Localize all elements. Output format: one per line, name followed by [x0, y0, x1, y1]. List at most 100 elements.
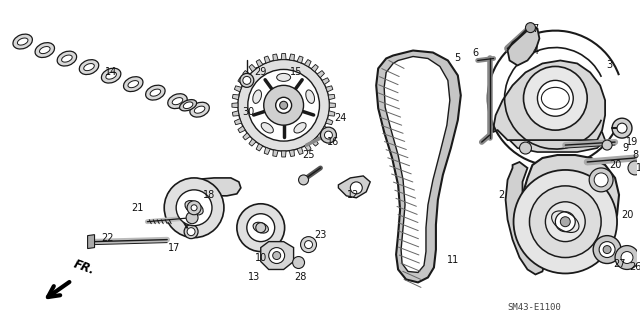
Circle shape	[589, 168, 613, 192]
Polygon shape	[249, 64, 256, 72]
Polygon shape	[330, 103, 335, 108]
Text: FR.: FR.	[72, 258, 97, 278]
Polygon shape	[289, 150, 294, 157]
Circle shape	[301, 237, 317, 253]
Circle shape	[556, 212, 575, 232]
Text: 1: 1	[636, 163, 640, 173]
Circle shape	[187, 228, 195, 236]
Polygon shape	[88, 235, 95, 249]
Polygon shape	[169, 178, 241, 208]
Text: 20: 20	[609, 160, 621, 170]
Circle shape	[617, 123, 627, 133]
Text: 19: 19	[626, 137, 638, 147]
Text: 6: 6	[473, 48, 479, 57]
Polygon shape	[339, 176, 370, 198]
Circle shape	[513, 170, 617, 273]
Text: 14: 14	[106, 67, 118, 78]
Polygon shape	[238, 126, 245, 133]
Ellipse shape	[146, 85, 165, 100]
Polygon shape	[311, 139, 318, 146]
Polygon shape	[232, 103, 238, 108]
Ellipse shape	[84, 63, 94, 70]
Circle shape	[164, 178, 224, 238]
Text: 30: 30	[243, 107, 255, 117]
Polygon shape	[249, 139, 256, 146]
Text: 26: 26	[628, 263, 640, 272]
Text: 17: 17	[168, 242, 180, 253]
Text: 3: 3	[606, 60, 612, 70]
Circle shape	[593, 236, 621, 263]
Circle shape	[243, 76, 251, 84]
Circle shape	[264, 85, 303, 125]
Polygon shape	[234, 119, 241, 125]
Text: 8: 8	[632, 150, 638, 160]
Text: 24: 24	[334, 113, 346, 123]
Polygon shape	[243, 133, 250, 140]
Ellipse shape	[294, 122, 306, 133]
Polygon shape	[234, 86, 241, 92]
Ellipse shape	[35, 43, 54, 57]
Text: 15: 15	[291, 67, 303, 78]
Circle shape	[525, 23, 536, 33]
Polygon shape	[317, 70, 324, 78]
Circle shape	[256, 223, 266, 233]
Ellipse shape	[253, 90, 262, 103]
Ellipse shape	[124, 77, 143, 92]
Circle shape	[292, 256, 305, 269]
Circle shape	[299, 175, 308, 185]
Text: 28: 28	[294, 272, 307, 282]
Circle shape	[545, 202, 585, 241]
Text: 16: 16	[327, 137, 340, 147]
Ellipse shape	[195, 106, 205, 113]
Polygon shape	[260, 241, 294, 270]
Ellipse shape	[253, 222, 268, 233]
Circle shape	[621, 252, 633, 263]
Circle shape	[238, 59, 330, 151]
Polygon shape	[384, 56, 450, 272]
Text: 27: 27	[612, 259, 625, 270]
Polygon shape	[297, 147, 303, 154]
Ellipse shape	[172, 98, 183, 105]
Ellipse shape	[180, 100, 196, 111]
Text: 9: 9	[622, 143, 628, 153]
Circle shape	[524, 66, 587, 130]
Ellipse shape	[40, 47, 50, 54]
Circle shape	[237, 204, 285, 252]
Ellipse shape	[17, 38, 28, 45]
Ellipse shape	[61, 55, 72, 62]
Circle shape	[615, 246, 639, 270]
Polygon shape	[328, 111, 335, 116]
Polygon shape	[311, 64, 318, 72]
Polygon shape	[273, 54, 278, 61]
Polygon shape	[493, 61, 605, 140]
Circle shape	[350, 182, 362, 194]
Circle shape	[560, 217, 570, 227]
Circle shape	[191, 205, 197, 211]
Ellipse shape	[79, 60, 99, 75]
Polygon shape	[326, 119, 333, 125]
Polygon shape	[322, 78, 330, 85]
Polygon shape	[305, 144, 311, 151]
Text: 29: 29	[255, 67, 267, 78]
Ellipse shape	[101, 68, 121, 83]
Text: 22: 22	[101, 233, 114, 243]
Circle shape	[247, 214, 275, 241]
Polygon shape	[322, 126, 330, 133]
Circle shape	[186, 212, 198, 224]
Circle shape	[628, 161, 640, 175]
Text: 5: 5	[454, 54, 461, 63]
Polygon shape	[238, 78, 245, 85]
Circle shape	[187, 201, 201, 215]
Circle shape	[599, 241, 615, 257]
Polygon shape	[232, 111, 239, 116]
Polygon shape	[243, 70, 250, 78]
Polygon shape	[256, 144, 263, 151]
Circle shape	[176, 190, 212, 226]
Ellipse shape	[185, 201, 203, 215]
Polygon shape	[305, 60, 311, 67]
Text: 2: 2	[499, 190, 505, 200]
Ellipse shape	[13, 34, 33, 49]
Ellipse shape	[261, 122, 273, 133]
Ellipse shape	[306, 90, 314, 103]
Circle shape	[538, 80, 573, 116]
